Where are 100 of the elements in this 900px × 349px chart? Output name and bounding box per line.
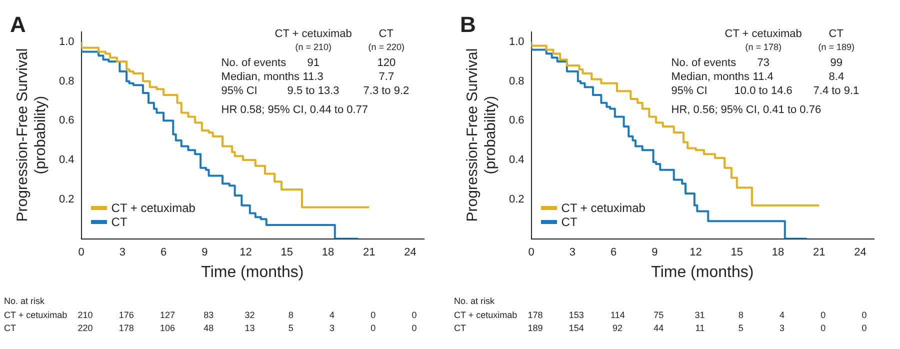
x-tick-label: 21 (363, 246, 376, 258)
y-tick-label: 0.8 (508, 75, 524, 88)
text: 83 (204, 310, 214, 320)
text: 0 (820, 323, 826, 333)
text: 48 (204, 323, 214, 333)
text: 0 (412, 310, 417, 320)
text: 0 (412, 323, 417, 333)
text: 153 (568, 310, 584, 320)
x-tick-label: 3 (119, 246, 126, 258)
text: 8 (288, 310, 294, 320)
legend-label: CT + cetuximab (561, 200, 646, 215)
text: 0 (862, 310, 867, 320)
text: 210 (78, 310, 93, 320)
text: CT + cetuximab (4, 310, 68, 320)
x-tick-label: 9 (652, 246, 658, 258)
annotation: CT + cetuximab (724, 28, 802, 40)
text: 0 (370, 310, 376, 320)
x-tick-label: 21 (813, 246, 826, 258)
x-tick-label: 0 (528, 246, 534, 258)
text: 106 (160, 323, 176, 333)
annotation: Median, months (221, 71, 300, 83)
text: 5 (738, 323, 744, 333)
text: 0 (370, 323, 376, 333)
annotation: CT + cetuximab (274, 28, 352, 40)
text: CT (4, 323, 16, 333)
annotation: 120 (377, 57, 396, 69)
legend-label: CT + cetuximab (111, 200, 196, 215)
annotation: 7.3 to 9.2 (363, 85, 410, 97)
annotation: 7.4 to 9.1 (813, 85, 860, 97)
text: 178 (118, 323, 134, 333)
text: 176 (118, 310, 134, 320)
y-tick-label: 0.6 (508, 114, 524, 127)
text: 4 (330, 310, 335, 320)
y-axis-title: Progression-Free Survival (probability) (14, 48, 50, 224)
annotation: (n = 189) (818, 42, 855, 52)
text: CT + cetuximab (454, 310, 518, 320)
x-tick-label: 24 (854, 246, 866, 258)
annotation: 9.5 to 13.3 (287, 85, 340, 97)
y-tick-label: 0.4 (58, 154, 74, 166)
annotation: 91 (307, 57, 320, 69)
annotation: Median, months (671, 71, 750, 83)
annotation: 7.7 (378, 71, 394, 83)
annotation: CT (378, 28, 394, 40)
annotation: 99 (830, 57, 843, 69)
text: 178 (528, 310, 543, 320)
text: 4 (780, 310, 785, 320)
annotation: 8.4 (828, 71, 844, 83)
y-tick-label: 0.4 (508, 154, 524, 166)
annotation: CT (828, 28, 844, 40)
annotation: HR, 0.56; 95% CI, 0.41 to 0.76 (671, 104, 822, 116)
text: 3 (780, 323, 785, 333)
annotation: No. of events (671, 57, 736, 69)
text: No. at risk (4, 296, 45, 306)
text: 154 (568, 323, 584, 333)
text: 127 (160, 310, 176, 320)
text: CT (454, 323, 466, 333)
annotation: 95% CI (671, 85, 708, 97)
text: 5 (288, 323, 294, 333)
chart-title: B (460, 12, 476, 38)
x-tick-label: 15 (730, 246, 744, 258)
annotation: (n = 220) (368, 42, 405, 52)
x-tick-label: 18 (772, 246, 784, 258)
x-tick-label: 12 (690, 246, 702, 258)
x-tick-label: 6 (160, 246, 167, 258)
x-tick-label: 3 (569, 246, 576, 258)
x-tick-label: 9 (202, 246, 208, 258)
x-tick-label: 24 (404, 246, 416, 258)
text: 32 (244, 310, 255, 320)
y-tick-label: 0.2 (508, 193, 524, 206)
annotation: HR 0.58; 95% CI, 0.44 to 0.77 (221, 104, 368, 116)
annotation: 10.0 to 14.6 (734, 85, 792, 97)
annotation: (n = 178) (745, 42, 782, 52)
text: 11 (695, 323, 705, 333)
text: 114 (610, 310, 625, 320)
y-tick-label: 0.2 (58, 193, 74, 206)
annotation: 11.3 (302, 71, 324, 83)
x-tick-label: 12 (240, 246, 252, 258)
y-tick-label: 0.6 (58, 114, 74, 127)
text: 13 (244, 323, 255, 333)
text: 8 (738, 310, 744, 320)
text: 75 (654, 310, 664, 320)
text: 31 (694, 310, 705, 320)
annotation: 73 (757, 57, 770, 69)
y-tick-label: 0.8 (58, 75, 74, 88)
text: 220 (78, 323, 93, 333)
x-axis-title: Time (months) (201, 264, 304, 282)
y-tick-label: 1.0 (58, 36, 74, 48)
annotation: No. of events (221, 57, 286, 69)
x-tick-label: 6 (610, 246, 617, 258)
annotation: 95% CI (221, 85, 258, 97)
legend-label: CT (561, 214, 578, 229)
text: 0 (862, 323, 867, 333)
annotation: 11.4 (752, 71, 774, 83)
x-axis-title: Time (months) (651, 264, 754, 282)
text: No. at risk (454, 296, 495, 306)
x-tick-label: 0 (78, 246, 84, 258)
text: 0 (820, 310, 826, 320)
y-axis-title: Progression-Free Survival (probability) (464, 48, 500, 224)
x-tick-label: 18 (322, 246, 334, 258)
chart-title: A (10, 12, 26, 38)
